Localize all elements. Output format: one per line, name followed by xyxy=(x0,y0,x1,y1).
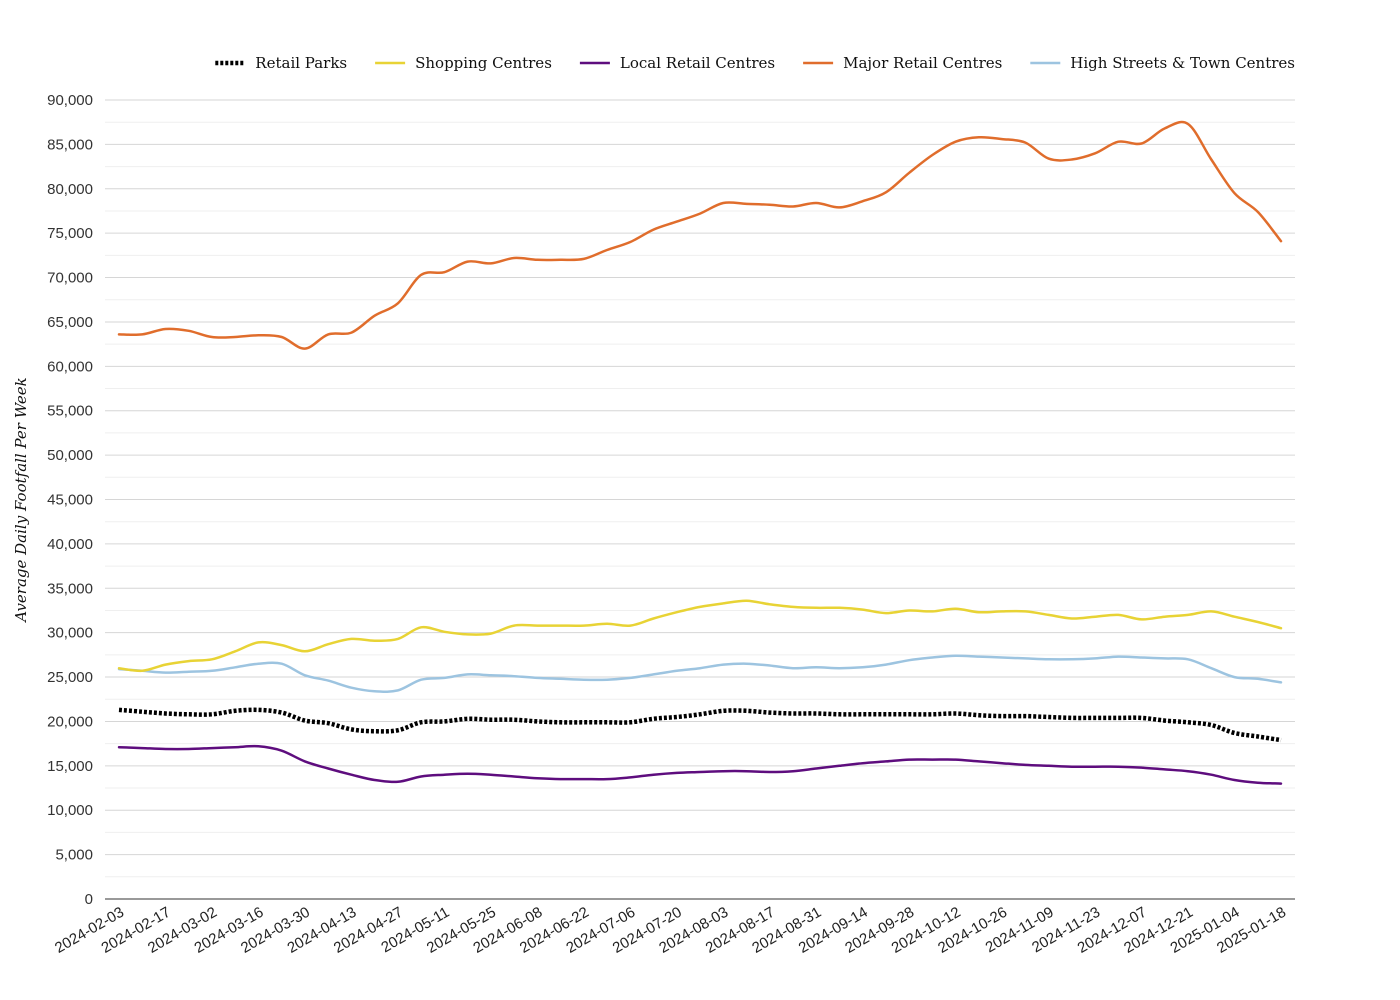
y-tick-label: 80,000 xyxy=(47,181,93,198)
y-tick-label: 65,000 xyxy=(47,314,93,331)
legend-label: Local Retail Centres xyxy=(620,54,775,72)
y-tick-label: 0 xyxy=(85,891,93,908)
y-tick-label: 20,000 xyxy=(47,713,93,730)
y-tick-label: 50,000 xyxy=(47,447,93,464)
y-tick-label: 45,000 xyxy=(47,492,93,509)
grid-lines xyxy=(105,99,1295,878)
y-tick-label: 55,000 xyxy=(47,403,93,420)
y-tick-label: 90,000 xyxy=(47,92,93,109)
series-line-shopping-centres xyxy=(117,599,1283,673)
y-tick-label: 30,000 xyxy=(47,625,93,642)
series-line-retail-parks xyxy=(118,707,1282,743)
series-line-major-retail-centres xyxy=(117,120,1283,350)
legend-item: Major Retail Centres xyxy=(803,54,1002,72)
y-tick-label: 40,000 xyxy=(47,536,93,553)
y-tick-label: 70,000 xyxy=(47,270,93,287)
legend-item: Shopping Centres xyxy=(375,54,552,72)
legend-label: High Streets & Town Centres xyxy=(1070,54,1295,72)
y-tick-label: 15,000 xyxy=(47,758,93,775)
y-tick-label: 25,000 xyxy=(47,669,93,686)
series-line-high-streets-town-centres xyxy=(117,654,1283,693)
legend: Retail Parks Shopping Centres Local Retail… xyxy=(215,54,1295,72)
y-tick-label: 5,000 xyxy=(55,847,93,864)
legend-item: High Streets & Town Centres xyxy=(1030,54,1295,72)
y-tick-label: 60,000 xyxy=(47,358,93,375)
legend-label: Retail Parks xyxy=(255,54,347,72)
legend-item: Local Retail Centres xyxy=(579,54,775,72)
legend-label: Major Retail Centres xyxy=(843,54,1002,72)
y-axis-ticks: 0 5,000 10,000 15,000 20,000 25,000 30,000 35,0… xyxy=(47,92,93,908)
y-axis-title: Average Daily Footfall Per Week xyxy=(12,377,30,624)
y-tick-label: 75,000 xyxy=(47,225,93,242)
y-tick-label: 35,000 xyxy=(47,580,93,597)
y-tick-label: 10,000 xyxy=(47,802,93,819)
series-line-local-retail-centres xyxy=(117,744,1283,785)
legend-item: Retail Parks xyxy=(215,54,347,72)
series-lines xyxy=(117,120,1283,785)
x-axis-ticks: 2024-02-032024-02-172024-03-022024-03-16… xyxy=(52,904,1289,957)
y-tick-label: 85,000 xyxy=(47,136,93,153)
legend-label: Shopping Centres xyxy=(415,54,552,72)
